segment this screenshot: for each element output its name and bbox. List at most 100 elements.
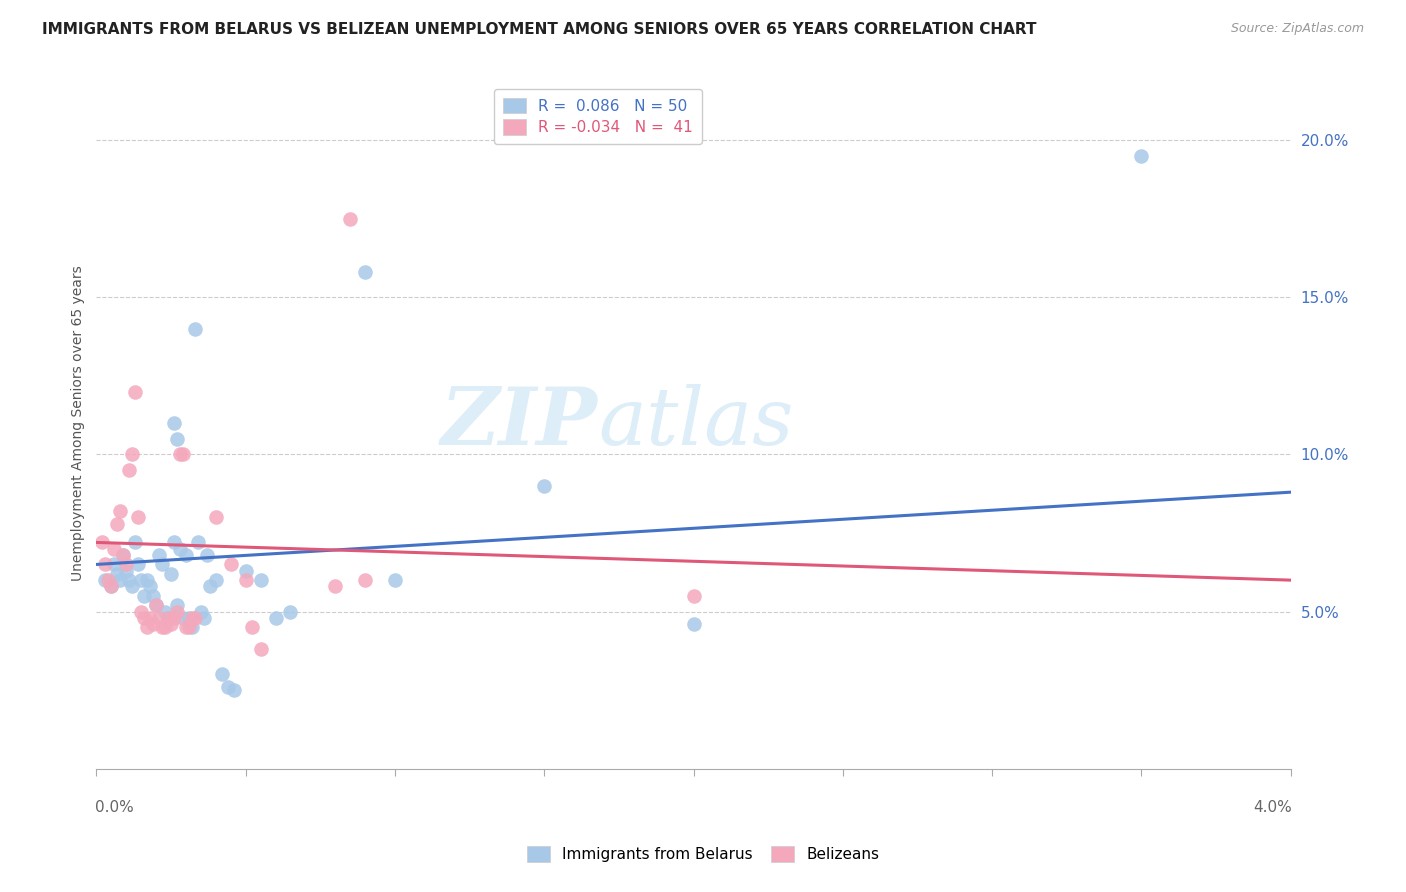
Point — [110, 573, 132, 587]
Point — [187, 535, 209, 549]
Point — [177, 620, 200, 634]
Point — [211, 667, 233, 681]
Point — [280, 605, 302, 619]
Point — [124, 384, 146, 399]
Point — [177, 611, 200, 625]
Point — [134, 611, 156, 625]
Point — [115, 564, 138, 578]
Point — [219, 558, 242, 572]
Point — [153, 620, 176, 634]
Point — [112, 548, 135, 562]
Point — [217, 680, 239, 694]
Point — [354, 265, 377, 279]
Point — [249, 642, 271, 657]
Point — [198, 579, 221, 593]
Point — [180, 611, 202, 625]
Point — [129, 573, 152, 587]
Point — [1130, 149, 1153, 163]
Point — [127, 558, 149, 572]
Point — [222, 683, 245, 698]
Point — [193, 611, 215, 625]
Point — [97, 573, 120, 587]
Point — [180, 620, 202, 634]
Point — [156, 611, 179, 625]
Point — [163, 611, 186, 625]
Point — [166, 599, 188, 613]
Text: 4.0%: 4.0% — [1253, 800, 1292, 814]
Point — [121, 579, 143, 593]
Text: Source: ZipAtlas.com: Source: ZipAtlas.com — [1230, 22, 1364, 36]
Point — [118, 463, 141, 477]
Point — [145, 599, 167, 613]
Point — [235, 564, 257, 578]
Point — [190, 605, 212, 619]
Point — [136, 620, 159, 634]
Point — [533, 479, 555, 493]
Point — [166, 432, 188, 446]
Point — [240, 620, 263, 634]
Point — [195, 548, 218, 562]
Point — [163, 416, 186, 430]
Point — [129, 605, 152, 619]
Legend: Immigrants from Belarus, Belizeans: Immigrants from Belarus, Belizeans — [520, 840, 886, 868]
Point — [153, 605, 176, 619]
Point — [105, 566, 128, 581]
Point — [115, 558, 138, 572]
Point — [384, 573, 406, 587]
Point — [105, 516, 128, 531]
Point — [103, 558, 125, 572]
Point — [145, 599, 167, 613]
Point — [235, 573, 257, 587]
Point — [174, 548, 197, 562]
Point — [682, 617, 704, 632]
Point — [118, 573, 141, 587]
Point — [172, 611, 194, 625]
Point — [323, 579, 346, 593]
Text: 0.0%: 0.0% — [96, 800, 134, 814]
Point — [142, 617, 165, 632]
Text: IMMIGRANTS FROM BELARUS VS BELIZEAN UNEMPLOYMENT AMONG SENIORS OVER 65 YEARS COR: IMMIGRANTS FROM BELARUS VS BELIZEAN UNEM… — [42, 22, 1036, 37]
Text: atlas: atlas — [598, 384, 793, 462]
Point — [142, 589, 165, 603]
Point — [339, 211, 361, 226]
Point — [174, 620, 197, 634]
Point — [204, 510, 226, 524]
Point — [100, 579, 122, 593]
Point — [124, 535, 146, 549]
Point — [150, 558, 173, 572]
Point — [184, 322, 207, 336]
Point — [148, 611, 170, 625]
Point — [121, 447, 143, 461]
Point — [249, 573, 271, 587]
Point — [139, 611, 162, 625]
Point — [148, 548, 170, 562]
Text: ZIP: ZIP — [441, 384, 598, 462]
Point — [110, 504, 132, 518]
Point — [127, 510, 149, 524]
Point — [172, 447, 194, 461]
Point — [169, 447, 191, 461]
Point — [91, 535, 114, 549]
Point — [136, 573, 159, 587]
Point — [204, 573, 226, 587]
Point — [184, 611, 207, 625]
Point — [103, 541, 125, 556]
Point — [163, 535, 186, 549]
Point — [94, 573, 117, 587]
Point — [682, 589, 704, 603]
Point — [156, 611, 179, 625]
Point — [134, 589, 156, 603]
Point — [354, 573, 377, 587]
Point — [94, 558, 117, 572]
Point — [139, 579, 162, 593]
Point — [160, 617, 183, 632]
Point — [160, 566, 183, 581]
Point — [150, 620, 173, 634]
Point — [100, 579, 122, 593]
Legend: R =  0.086   N = 50, R = -0.034   N =  41: R = 0.086 N = 50, R = -0.034 N = 41 — [494, 88, 702, 145]
Point — [166, 605, 188, 619]
Point — [264, 611, 287, 625]
Y-axis label: Unemployment Among Seniors over 65 years: Unemployment Among Seniors over 65 years — [72, 265, 86, 581]
Point — [169, 541, 191, 556]
Point — [112, 548, 135, 562]
